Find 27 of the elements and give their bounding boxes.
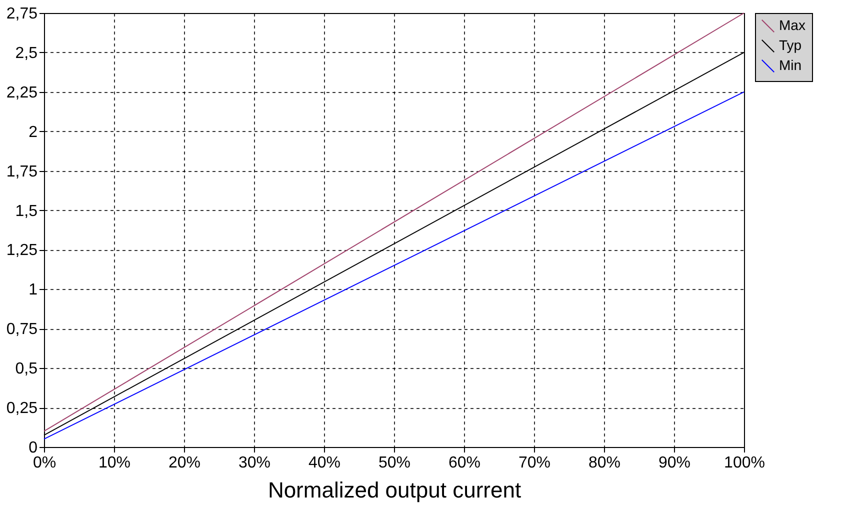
x-tick-label: 20% <box>168 454 201 472</box>
legend-label: Max <box>779 17 806 33</box>
x-axis-title: Normalized output current <box>268 478 522 502</box>
y-tick-label: 2,75 <box>6 6 38 22</box>
x-tick-label: 50% <box>378 454 411 472</box>
y-tick-label: 2,25 <box>6 84 38 102</box>
y-tick-label: 0,75 <box>6 321 38 338</box>
x-tick-label: 100% <box>724 454 765 472</box>
y-tick-label: 1,75 <box>6 163 38 180</box>
legend-label: Typ <box>779 37 802 53</box>
y-tick-label: 1,25 <box>6 242 38 260</box>
y-tick-label: 1 <box>28 282 38 299</box>
x-tick-label: 70% <box>518 454 551 472</box>
x-tick-label: 30% <box>238 454 271 472</box>
x-tick-label: 60% <box>448 454 481 472</box>
y-tick-label: 2,5 <box>15 44 38 62</box>
y-tick-label: 0 <box>28 440 38 456</box>
x-tick-label: 0% <box>32 454 56 472</box>
x-tick-label: 90% <box>658 454 691 472</box>
x-tick-label: 40% <box>308 454 341 472</box>
legend-label: Min <box>779 57 802 73</box>
y-tick-label: 2 <box>28 124 38 141</box>
y-tick-label: 1,5 <box>15 202 38 220</box>
x-tick-label: 80% <box>588 454 621 472</box>
y-tick-label: 0,25 <box>6 400 38 418</box>
y-tick-label: 0,5 <box>15 360 38 378</box>
x-tick-label: 10% <box>98 454 131 472</box>
